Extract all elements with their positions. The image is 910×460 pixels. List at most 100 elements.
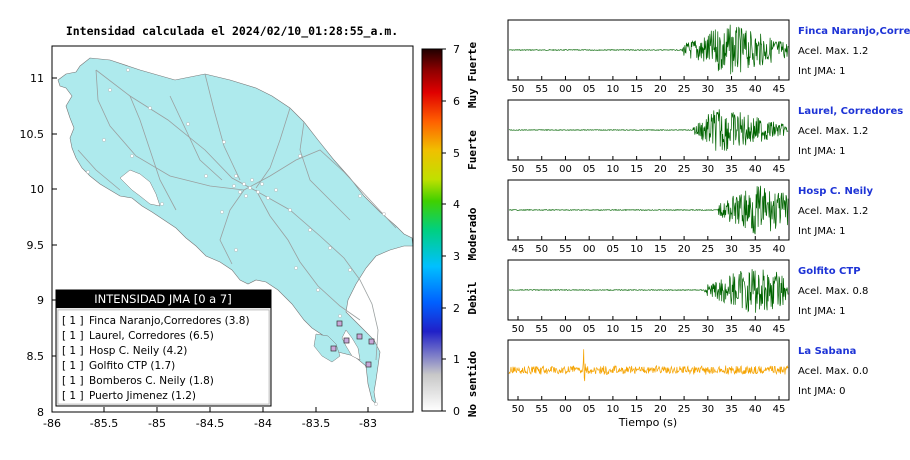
trace-xtick: 15 [630, 164, 643, 175]
trace-xtick: 50 [512, 84, 525, 95]
colorbar-tick: 4 [453, 198, 460, 211]
station-acel: Acel. Max. 1.2 [798, 46, 868, 57]
map-frame [51, 45, 414, 413]
colorbar-category: No sentido [466, 351, 479, 418]
trace-xtick: 45 [773, 404, 786, 415]
trace-xtick: 20 [654, 164, 667, 175]
station-jma: Int JMA: 1 [798, 66, 846, 77]
trace-xtick: 00 [559, 324, 572, 335]
trace-xtick: 40 [749, 164, 762, 175]
legend-title: INTENSIDAD JMA [0 a 7] [94, 292, 231, 306]
station-jma: Int JMA: 0 [798, 386, 846, 397]
colorbar-category: Moderado [466, 207, 479, 260]
map-ytick: 8 [37, 406, 44, 419]
trace-xtick: 15 [630, 324, 643, 335]
trace-xtick: 15 [654, 244, 667, 255]
intensity-legend: INTENSIDAD JMA [0 a 7] [ 1 ] Finca Naran… [55, 289, 272, 407]
legend-item-level: [ 1 ] [62, 360, 84, 372]
map-ytick: 9.5 [27, 239, 45, 252]
map-xtick: -85.5 [90, 417, 118, 430]
trace-xtick: 40 [749, 324, 762, 335]
station-name: Golfito CTP [798, 266, 861, 277]
station-name: La Sabana [798, 346, 856, 357]
trace-xtick: 00 [559, 84, 572, 95]
map-ytick: 11 [30, 72, 44, 85]
waveform-trace [508, 185, 789, 235]
legend-item-station: Hosp C. Neily (4.2) [89, 345, 187, 357]
legend-item-level: [ 1 ] [62, 330, 84, 342]
trace-xtick: 05 [583, 324, 596, 335]
colorbar-category: Muy Fuerte [466, 42, 479, 109]
trace-xtick: 20 [654, 84, 667, 95]
trace-xtick: 30 [701, 84, 714, 95]
trace-xtick: 05 [607, 244, 620, 255]
trace-xtick: 50 [512, 324, 525, 335]
map-title: Intensidad calculada el 2024/02/10_01:28… [66, 24, 398, 39]
colorbar-tick: 1 [453, 353, 460, 366]
legend-item-station: Finca Naranjo,Corredores (3.8) [89, 315, 250, 327]
colorbar-tick: 0 [453, 405, 460, 418]
station-name: Laurel, Corredores [798, 106, 903, 117]
x-axis-label: Tiempo (s) [618, 416, 677, 429]
trace-xtick: 35 [725, 84, 738, 95]
map-x-axis: -86 -85.5 -85 -84.5 -84 -83.5 -83 [43, 417, 377, 430]
trace-xtick: 25 [678, 164, 691, 175]
trace-xtick: 30 [701, 324, 714, 335]
waveform-trace [508, 109, 789, 151]
trace-xtick: 15 [630, 404, 643, 415]
station-acel: Acel. Max. 1.2 [798, 206, 868, 217]
trace-xtick: 20 [654, 404, 667, 415]
trace-xtick: 50 [512, 404, 525, 415]
waveform-trace [508, 269, 789, 313]
station-jma: Int JMA: 1 [798, 306, 846, 317]
map-xtick: -86 [43, 417, 61, 430]
waveform-trace [508, 349, 789, 382]
trace-xtick: 25 [678, 324, 691, 335]
trace-xtick: 30 [701, 404, 714, 415]
trace-xtick: 35 [725, 324, 738, 335]
waveform-trace [509, 24, 789, 75]
trace-xtick: 05 [583, 404, 596, 415]
trace-xtick: 05 [583, 84, 596, 95]
map-xtick: -83.5 [302, 417, 330, 430]
trace-xtick: 45 [773, 164, 786, 175]
trace-xtick: 05 [583, 164, 596, 175]
map-xtick: -85 [148, 417, 166, 430]
legend-item-level: [ 1 ] [62, 315, 84, 327]
trace-xtick: 10 [607, 324, 620, 335]
map-ytick: 8.5 [27, 350, 45, 363]
map-ytick: 10 [30, 183, 44, 196]
map-ytick: 9 [37, 294, 44, 307]
trace-xtick: 00 [559, 164, 572, 175]
legend-item-station: Laurel, Corredores (6.5) [89, 330, 214, 342]
trace-xtick: 35 [749, 244, 762, 255]
station-jma: Int JMA: 1 [798, 226, 846, 237]
trace-xtick: 45 [773, 84, 786, 95]
station-acel: Acel. Max. 0.8 [798, 286, 868, 297]
trace-xtick: 25 [678, 84, 691, 95]
trace-xtick: 45 [512, 244, 525, 255]
trace-xtick: 50 [535, 244, 548, 255]
map-y-axis: 11 10.5 10 9.5 9 8.5 8 [20, 72, 45, 419]
station-acel: Acel. Max. 1.2 [798, 126, 868, 137]
colorbar-tick: 6 [453, 95, 460, 108]
trace-xtick: 25 [701, 244, 714, 255]
trace-xtick: 35 [725, 404, 738, 415]
trace-xtick: 30 [725, 244, 738, 255]
map-ytick: 10.5 [20, 128, 45, 141]
map-xtick: -83 [359, 417, 377, 430]
trace-xtick: 10 [607, 404, 620, 415]
trace-xtick: 25 [678, 404, 691, 415]
legend-item-level: [ 1 ] [62, 345, 84, 357]
map-xtick: -84 [254, 417, 272, 430]
station-name: Finca Naranjo,Corredor [798, 26, 910, 37]
trace-xtick: 40 [749, 84, 762, 95]
intensity-colorbar: 0 1 2 3 4 5 6 7 No sentido Debil Moderad… [421, 42, 479, 418]
station-jma: Int JMA: 1 [798, 146, 846, 157]
trace-xtick: 20 [678, 244, 691, 255]
colorbar-tick: 3 [453, 250, 460, 263]
station-acel: Acel. Max. 0.0 [798, 366, 868, 377]
colorbar-category: Fuerte [466, 130, 479, 170]
trace-xtick: 55 [535, 324, 548, 335]
trace-xtick: 50 [512, 164, 525, 175]
